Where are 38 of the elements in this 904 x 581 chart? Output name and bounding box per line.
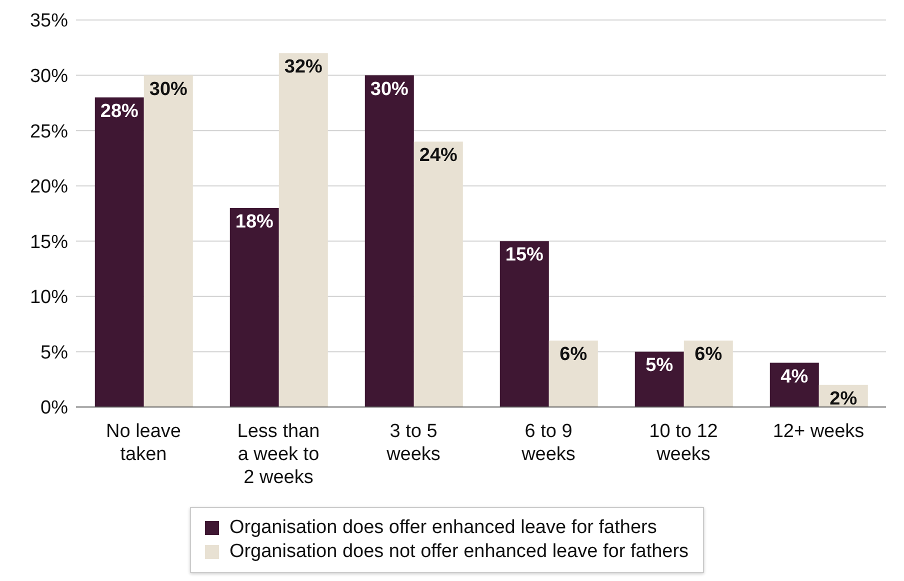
data-label: 4% (780, 366, 808, 388)
x-tick-label: 3 to 5 weeks (386, 421, 440, 465)
data-label: 5% (646, 355, 674, 376)
data-label: 18% (235, 211, 274, 232)
y-tick-label: 5% (40, 342, 68, 364)
bar (634, 352, 684, 407)
bar (364, 75, 414, 407)
bar (94, 97, 144, 407)
data-label: 2% (830, 388, 858, 410)
x-tick-label: 12+ weeks (772, 421, 864, 442)
y-tick-label: 30% (30, 66, 68, 88)
data-label: 15% (505, 244, 544, 266)
data-label: 32% (284, 56, 323, 78)
bar (278, 53, 328, 407)
y-tick-label: 0% (40, 398, 68, 419)
data-label: 28% (100, 100, 139, 122)
x-tick-label: Less than a week to 2 weeks (237, 421, 320, 488)
data-label: 30% (370, 78, 409, 100)
bar (500, 241, 549, 407)
x-tick-label: 10 to 12 weeks (649, 421, 718, 465)
y-tick-label: 35% (30, 10, 68, 32)
x-tick-label: No leave taken (106, 421, 181, 465)
bar (144, 75, 193, 407)
bar (414, 142, 463, 407)
bar (684, 340, 733, 407)
bar (230, 208, 279, 407)
data-label: 6% (694, 344, 722, 366)
y-tick-label: 25% (30, 121, 68, 142)
data-label: 6% (560, 344, 588, 366)
data-label: 30% (149, 78, 188, 100)
legend-label: Organisation does offer enhanced leave for fathers (229, 516, 657, 540)
data-label: 24% (419, 145, 458, 166)
bar (548, 340, 598, 407)
legend-label: Organisation does not offer enhanced leave for fathers (229, 540, 689, 564)
y-tick-label: 10% (30, 287, 68, 308)
y-tick-label: 20% (30, 176, 68, 198)
x-tick-label: 6 to 9 weeks (520, 421, 576, 465)
y-tick-label: 15% (30, 232, 68, 253)
